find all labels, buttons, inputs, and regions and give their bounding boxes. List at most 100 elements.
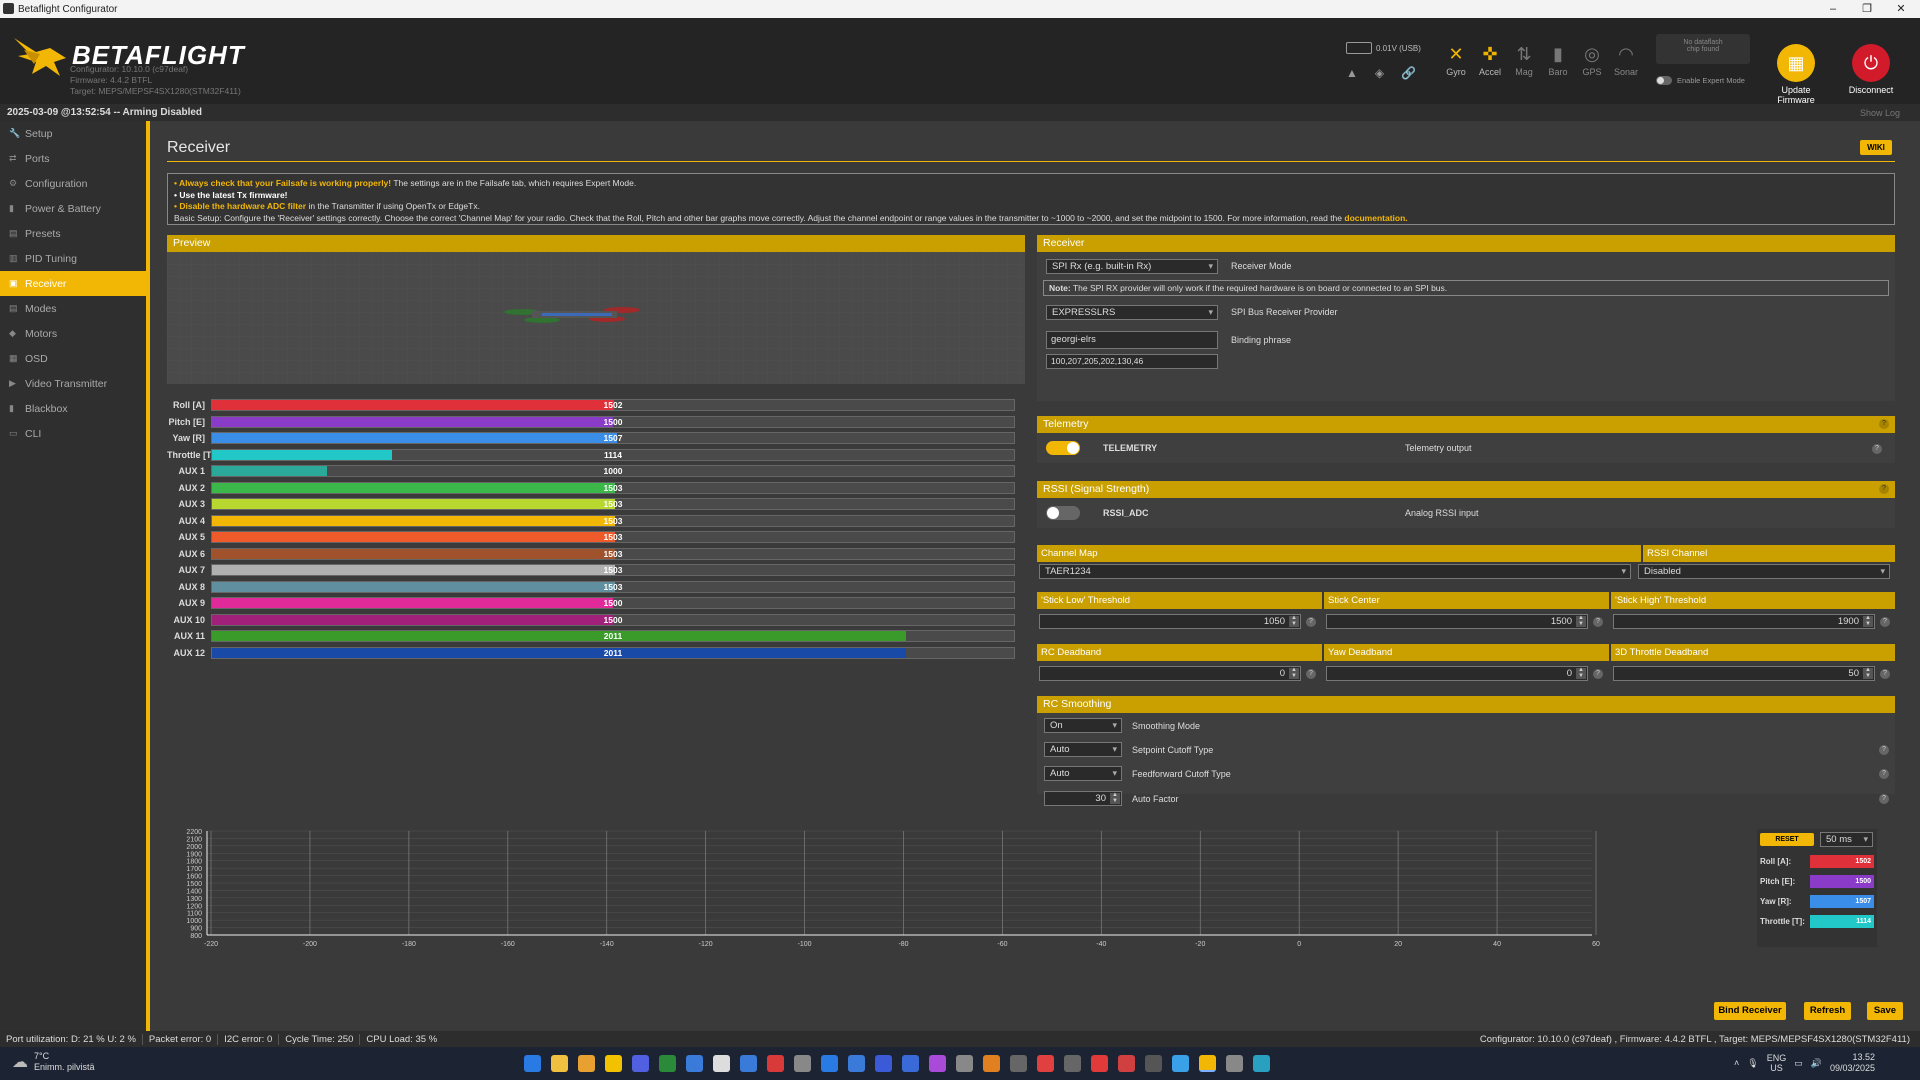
page-scrollbar[interactable] — [1912, 121, 1920, 991]
brave-icon[interactable] — [1091, 1055, 1108, 1072]
stepper-icon[interactable]: ▲ ▼ — [1863, 667, 1873, 679]
pinned-app-icon[interactable] — [767, 1055, 784, 1072]
spi-provider-select[interactable]: EXPRESSLRS — [1046, 305, 1218, 320]
rc-deadband-input[interactable]: 0 ▲ ▼ — [1039, 666, 1301, 681]
stepper-icon[interactable]: ▲ ▼ — [1289, 667, 1299, 679]
stepper-icon[interactable]: ▲ ▼ — [1863, 615, 1873, 627]
sidebar-item-presets[interactable]: ▤ Presets — [0, 221, 146, 246]
bind-receiver-button[interactable]: Bind Receiver — [1714, 1002, 1786, 1020]
pinned-app-icon[interactable] — [983, 1055, 1000, 1072]
pinned-app-icon[interactable] — [902, 1055, 919, 1072]
refresh-button[interactable]: Refresh — [1804, 1002, 1851, 1020]
rssi-channel-select[interactable]: Disabled — [1638, 564, 1890, 579]
notepad-icon[interactable] — [1253, 1055, 1270, 1072]
documentation-link[interactable]: documentation. — [1344, 212, 1408, 223]
pinned-app-icon[interactable] — [605, 1055, 622, 1072]
minecraft-icon[interactable] — [659, 1055, 676, 1072]
update-firmware-button[interactable]: ▦ Update Firmware — [1761, 44, 1831, 105]
sidebar-item-receiver[interactable]: ▣ Receiver — [0, 271, 146, 296]
help-icon[interactable]: ? — [1879, 769, 1889, 779]
wiki-button[interactable]: WIKI — [1860, 140, 1892, 155]
sidebar-item-video-transmitter[interactable]: ▶ Video Transmitter — [0, 371, 146, 396]
expert-mode-switch[interactable] — [1656, 76, 1672, 85]
stepper-icon[interactable]: ▲ ▼ — [1576, 667, 1586, 679]
sidebar-item-pid-tuning[interactable]: ▥ PID Tuning — [0, 246, 146, 271]
help-icon[interactable]: ? — [1872, 444, 1882, 454]
volume-icon[interactable]: 🔊 — [1810, 1057, 1822, 1068]
help-icon[interactable]: ? — [1306, 669, 1316, 679]
pinned-app-icon[interactable] — [1118, 1055, 1135, 1072]
setpoint-cutoff-select[interactable]: Auto — [1044, 742, 1122, 757]
pinned-app-icon[interactable] — [875, 1055, 892, 1072]
discord-icon[interactable] — [632, 1055, 649, 1072]
network-icon[interactable]: ▭ — [1794, 1057, 1803, 1068]
sidebar-item-modes[interactable]: ▤ Modes — [0, 296, 146, 321]
maximize-button[interactable]: ❐ — [1862, 3, 1872, 15]
help-icon[interactable]: ? — [1593, 669, 1603, 679]
chrome-icon[interactable] — [578, 1055, 595, 1072]
uid-input[interactable]: 100,207,205,202,130,46 — [1046, 354, 1218, 369]
binding-phrase-input[interactable]: georgi-elrs — [1046, 331, 1218, 349]
pinned-app-icon[interactable] — [848, 1055, 865, 1072]
show-log-link[interactable]: Show Log — [1859, 107, 1900, 118]
betaflight-taskbar-icon[interactable] — [1199, 1055, 1216, 1072]
stepper-icon[interactable]: ▲ ▼ — [1110, 792, 1120, 804]
expert-mode-toggle[interactable]: Enable Expert Mode — [1656, 76, 1745, 85]
sidebar-item-osd[interactable]: ▦ OSD — [0, 346, 146, 371]
pinned-app-icon[interactable] — [1226, 1055, 1243, 1072]
help-icon[interactable]: ? — [1593, 617, 1603, 627]
pinned-app-icon[interactable] — [1145, 1055, 1162, 1072]
language-indicator[interactable]: ENG US — [1767, 1053, 1787, 1073]
clock[interactable]: 13.52 09/03/2025 — [1830, 1052, 1875, 1074]
windows-start-icon[interactable] — [524, 1055, 541, 1072]
auto-factor-input[interactable]: 30 ▲ ▼ — [1044, 791, 1122, 806]
feedforward-cutoff-select[interactable]: Auto — [1044, 766, 1122, 781]
close-button[interactable]: ✕ — [1896, 3, 1906, 15]
graph-interval-select[interactable]: 50 ms — [1820, 832, 1873, 847]
sidebar-item-blackbox[interactable]: ▮ Blackbox — [0, 396, 146, 421]
tray-chevron-icon[interactable]: ˄ — [1734, 1058, 1740, 1068]
pinned-app-icon[interactable] — [713, 1055, 730, 1072]
channel-map-select[interactable]: TAER1234 — [1039, 564, 1631, 579]
stepper-icon[interactable]: ▲ ▼ — [1289, 615, 1299, 627]
sidebar-item-ports[interactable]: ⇄ Ports — [0, 146, 146, 171]
stepper-icon[interactable]: ▲ ▼ — [1576, 615, 1586, 627]
stick-high-input[interactable]: 1900 ▲ ▼ — [1613, 614, 1875, 629]
file-explorer-icon[interactable] — [551, 1055, 568, 1072]
help-icon[interactable]: ? — [1879, 484, 1889, 494]
steam-icon[interactable] — [740, 1055, 757, 1072]
pinned-app-icon[interactable] — [1010, 1055, 1027, 1072]
receiver-mode-select[interactable]: SPI Rx (e.g. built-in Rx) — [1046, 259, 1218, 274]
pinned-app-icon[interactable] — [929, 1055, 946, 1072]
telemetry-toggle[interactable] — [1046, 441, 1080, 455]
sidebar-item-power-battery[interactable]: ▮ Power & Battery — [0, 196, 146, 221]
help-icon[interactable]: ? — [1880, 669, 1890, 679]
pinned-app-icon[interactable] — [686, 1055, 703, 1072]
stick-low-input[interactable]: 1050 ▲ ▼ — [1039, 614, 1301, 629]
help-icon[interactable]: ? — [1880, 617, 1890, 627]
microphone-icon[interactable]: 🎙 — [1747, 1057, 1759, 1068]
pinned-app-icon[interactable] — [1172, 1055, 1189, 1072]
disconnect-button[interactable]: ⏻ Disconnect — [1836, 44, 1906, 95]
minimize-button[interactable]: – — [1829, 3, 1837, 15]
pinned-app-icon[interactable] — [956, 1055, 973, 1072]
pinned-app-icon[interactable] — [1037, 1055, 1054, 1072]
yaw-deadband-input[interactable]: 0 ▲ ▼ — [1326, 666, 1588, 681]
help-icon[interactable]: ? — [1879, 419, 1889, 429]
graph-reset-button[interactable]: RESET — [1760, 833, 1814, 846]
sidebar-item-setup[interactable]: 🔧 Setup — [0, 121, 146, 146]
3d-throttle-deadband-input[interactable]: 50 ▲ ▼ — [1613, 666, 1875, 681]
stick-center-input[interactable]: 1500 ▲ ▼ — [1326, 614, 1588, 629]
vscode-icon[interactable] — [821, 1055, 838, 1072]
help-icon[interactable]: ? — [1879, 794, 1889, 804]
help-icon[interactable]: ? — [1306, 617, 1316, 627]
help-icon[interactable]: ? — [1879, 745, 1889, 755]
sidebar-item-cli[interactable]: ▭ CLI — [0, 421, 146, 446]
sidebar-item-motors[interactable]: ◆ Motors — [0, 321, 146, 346]
smoothing-mode-select[interactable]: On — [1044, 718, 1122, 733]
pinned-app-icon[interactable] — [794, 1055, 811, 1072]
pinned-app-icon[interactable] — [1064, 1055, 1081, 1072]
sidebar-item-configuration[interactable]: ⚙ Configuration — [0, 171, 146, 196]
save-button[interactable]: Save — [1867, 1002, 1903, 1020]
rssi-adc-toggle[interactable] — [1046, 506, 1080, 520]
